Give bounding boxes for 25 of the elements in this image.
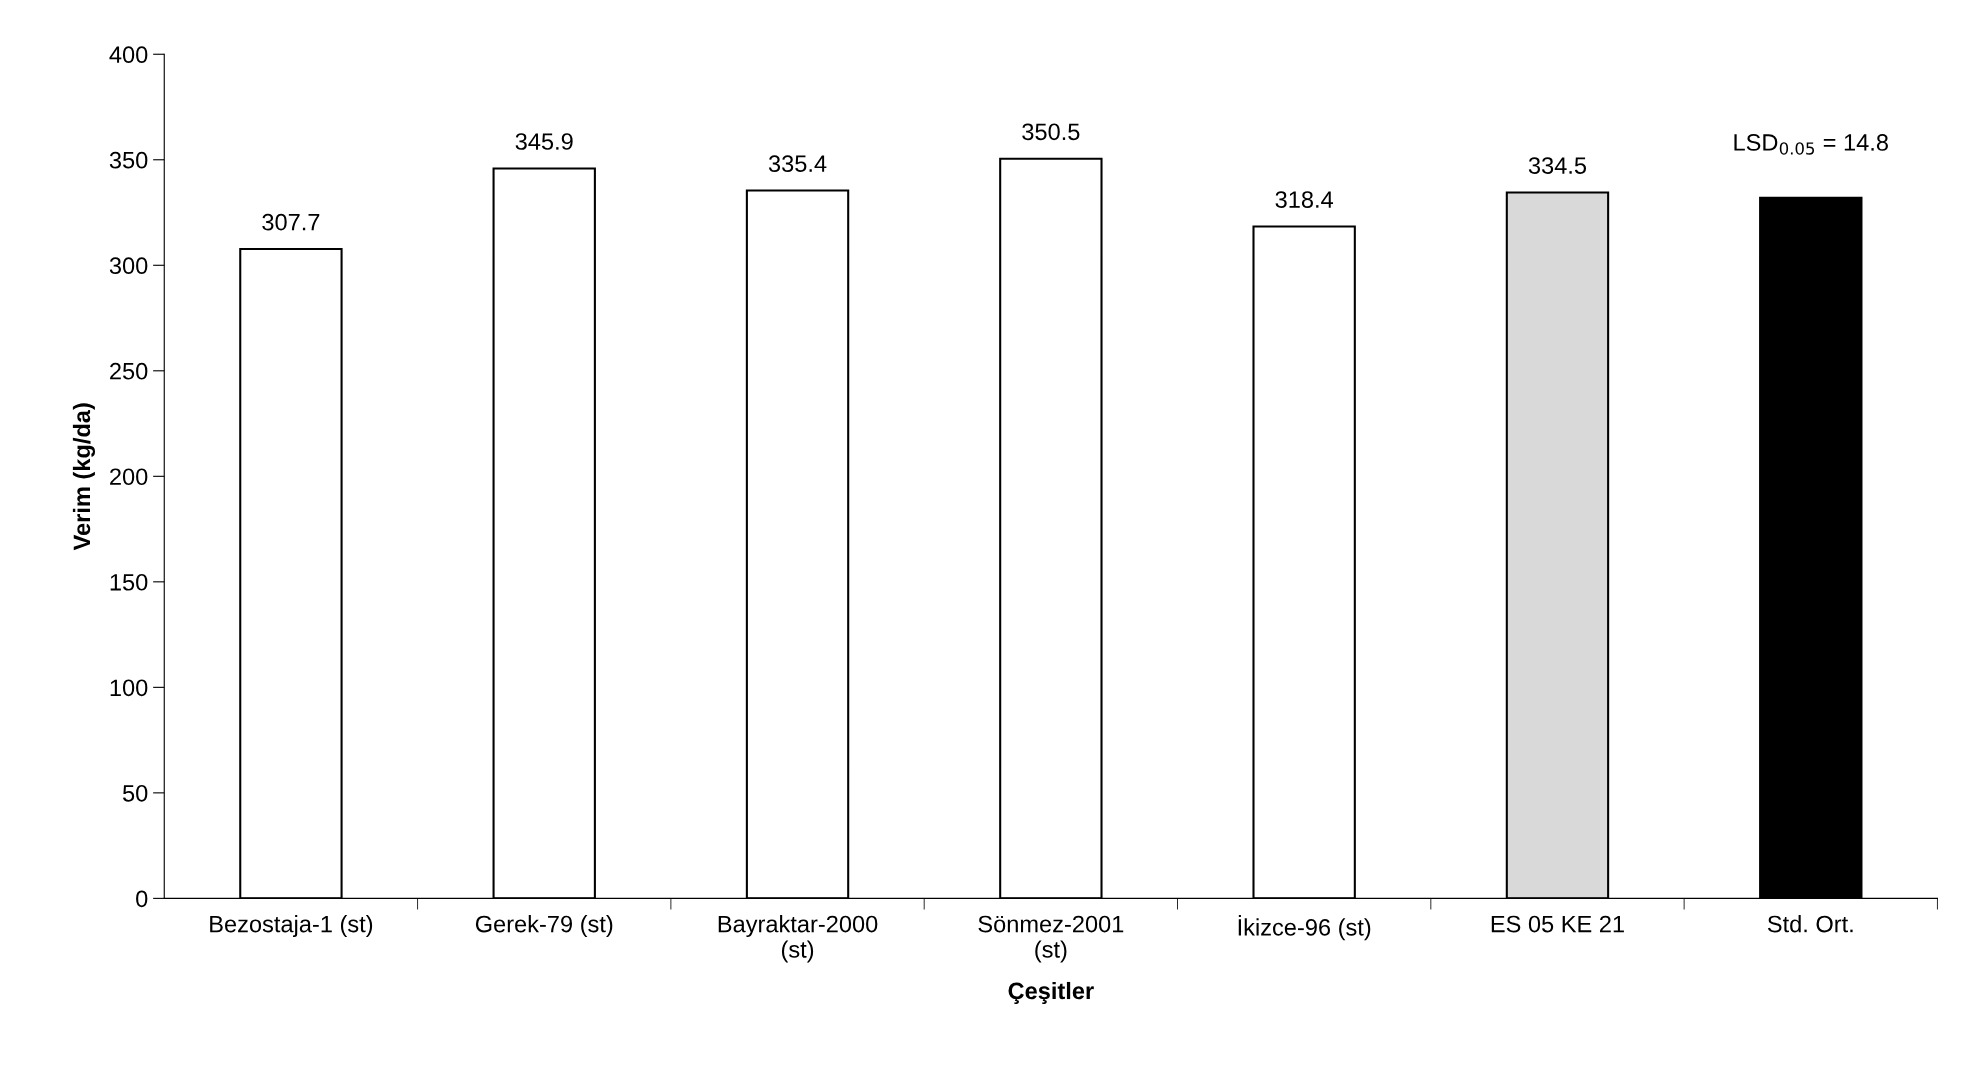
data-label: 335.4 (768, 155, 827, 173)
data-label: 307.7 (262, 213, 320, 231)
x-axis-title: Çeşitler (1008, 981, 1094, 1004)
y-tick-label: 50 (122, 784, 148, 802)
x-tick-label: Sönmez-2001 (st) (978, 915, 1124, 963)
y-tick-label: 400 (109, 46, 148, 64)
x-tick-label: İkizce-96 (st) (1238, 915, 1371, 941)
y-tick-label: 200 (110, 468, 148, 486)
x-tick-label: Gerek-79 (st) (475, 915, 613, 938)
y-tick-label: 300 (109, 257, 148, 275)
y-tick-label: 0 (136, 890, 148, 908)
data-label: 350.5 (1022, 123, 1080, 141)
y-axis-title: Verim (kg/da) (72, 403, 96, 551)
annotation: LSD$_{0.05}$ = 14.8 (1734, 134, 1888, 155)
data-label: 318.4 (1275, 191, 1334, 208)
y-tick-label: 150 (110, 573, 148, 591)
y-tick-label: 350 (109, 151, 148, 169)
x-tick-label: Bayraktar-2000 (st) (718, 915, 878, 963)
y-tick-label: 250 (110, 362, 148, 380)
x-tick-label: ES 05 KE 21 (1491, 915, 1624, 933)
data-label: 334.5 (1528, 157, 1587, 174)
x-tick-label: Std. Ort. (1767, 915, 1853, 933)
data-label: 345.9 (515, 133, 573, 150)
y-tick-label: 100 (110, 679, 148, 697)
x-tick-label: Bezostaja-1 (st) (210, 915, 373, 938)
